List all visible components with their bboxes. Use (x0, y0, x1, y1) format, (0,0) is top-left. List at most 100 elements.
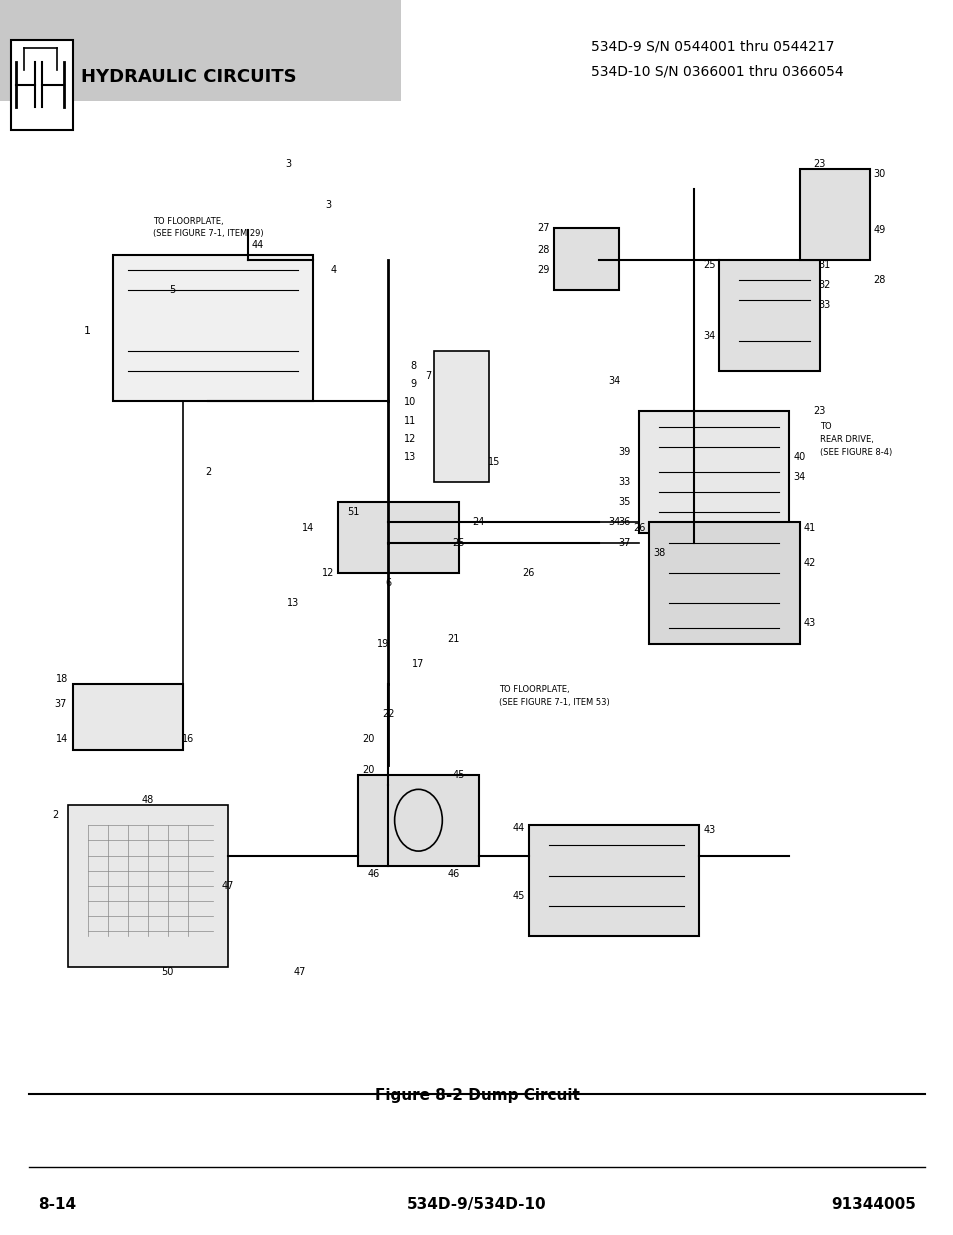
Text: 34: 34 (702, 331, 715, 341)
Bar (648, 522, 799, 643)
Text: 45: 45 (452, 769, 464, 779)
Bar (554, 227, 618, 290)
Text: 10: 10 (404, 398, 416, 408)
Text: TO: TO (819, 422, 830, 431)
Text: 30: 30 (873, 169, 885, 179)
Text: 44: 44 (512, 824, 524, 834)
Text: 33: 33 (618, 477, 630, 487)
Text: 38: 38 (652, 548, 664, 558)
Text: 40: 40 (793, 452, 804, 462)
Bar (68, 805, 228, 967)
Text: 1: 1 (84, 326, 91, 336)
Bar (639, 411, 789, 532)
Text: 11: 11 (404, 415, 416, 426)
Bar (719, 261, 819, 370)
Text: 26: 26 (522, 568, 535, 578)
Text: 25: 25 (452, 537, 464, 547)
Text: 47: 47 (221, 881, 233, 890)
Bar (0, 0, 400, 101)
Text: 39: 39 (618, 447, 630, 457)
Text: 23: 23 (813, 159, 825, 169)
Text: 13: 13 (404, 452, 416, 462)
Text: 13: 13 (287, 598, 299, 608)
Text: 7: 7 (425, 372, 431, 382)
Text: 534D-9/534D-10: 534D-9/534D-10 (407, 1197, 546, 1212)
Bar (11, 40, 73, 130)
Text: 47: 47 (294, 967, 306, 977)
Text: 91344005: 91344005 (830, 1197, 915, 1212)
Text: 8-14: 8-14 (38, 1197, 76, 1212)
Text: 29: 29 (537, 266, 550, 275)
Text: 42: 42 (802, 558, 815, 568)
Text: HYDRAULIC CIRCUITS: HYDRAULIC CIRCUITS (81, 68, 296, 85)
Text: TO FLOORPLATE,: TO FLOORPLATE, (152, 217, 223, 226)
Text: 28: 28 (873, 275, 885, 285)
Text: (SEE FIGURE 8-4): (SEE FIGURE 8-4) (819, 448, 891, 457)
Text: 46: 46 (367, 868, 379, 879)
Bar (72, 684, 183, 750)
Text: 9: 9 (410, 379, 416, 389)
Text: 14: 14 (56, 735, 69, 745)
Text: 4: 4 (330, 266, 336, 275)
Text: 17: 17 (412, 658, 424, 669)
Text: 51: 51 (347, 508, 359, 517)
Bar (528, 825, 699, 936)
Text: 48: 48 (141, 795, 153, 805)
Text: 19: 19 (376, 638, 389, 648)
Text: 534D-10 S/N 0366001 thru 0366054: 534D-10 S/N 0366001 thru 0366054 (591, 64, 843, 79)
Text: 2: 2 (52, 810, 58, 820)
Text: TO FLOORPLATE,: TO FLOORPLATE, (498, 684, 569, 694)
Text: 3: 3 (325, 200, 331, 210)
Text: 41: 41 (802, 522, 815, 532)
Text: 45: 45 (512, 890, 524, 900)
Bar (112, 254, 313, 401)
Text: 43: 43 (802, 619, 815, 629)
Text: 34: 34 (607, 377, 619, 387)
Text: 15: 15 (487, 457, 499, 467)
Text: 46: 46 (447, 868, 459, 879)
Text: 36: 36 (618, 517, 630, 527)
Text: 18: 18 (56, 674, 69, 684)
Text: 12: 12 (404, 433, 416, 443)
Text: 25: 25 (702, 261, 715, 270)
Text: 12: 12 (322, 568, 335, 578)
Text: 21: 21 (447, 634, 459, 643)
Text: 35: 35 (618, 498, 630, 508)
Text: (SEE FIGURE 7-1, ITEM 53): (SEE FIGURE 7-1, ITEM 53) (498, 698, 609, 706)
Text: 34: 34 (607, 517, 619, 527)
Text: 37: 37 (54, 699, 67, 709)
Text: 34: 34 (793, 472, 804, 482)
Bar (433, 351, 488, 482)
Text: 16: 16 (181, 735, 193, 745)
Text: 49: 49 (873, 225, 885, 235)
Text: 50: 50 (161, 967, 173, 977)
Bar (799, 169, 869, 261)
Text: 31: 31 (818, 261, 830, 270)
Text: 24: 24 (472, 517, 484, 527)
Circle shape (395, 789, 442, 851)
Text: 5: 5 (170, 285, 175, 295)
Text: 37: 37 (618, 537, 630, 547)
Text: 20: 20 (362, 764, 375, 774)
Text: 27: 27 (537, 222, 550, 232)
Text: 14: 14 (302, 522, 314, 532)
Text: 6: 6 (385, 578, 391, 588)
Text: 22: 22 (382, 709, 395, 719)
Text: 26: 26 (632, 522, 644, 532)
Text: 28: 28 (537, 245, 550, 254)
Bar (338, 503, 458, 573)
Text: Figure 8-2 Dump Circuit: Figure 8-2 Dump Circuit (375, 1088, 578, 1103)
Text: (SEE FIGURE 7-1, ITEM 29): (SEE FIGURE 7-1, ITEM 29) (152, 230, 263, 238)
Text: 44: 44 (252, 240, 264, 249)
Text: REAR DRIVE,: REAR DRIVE, (819, 435, 873, 445)
Text: 32: 32 (818, 280, 830, 290)
Text: 20: 20 (362, 735, 375, 745)
Text: 33: 33 (818, 300, 830, 310)
Text: 43: 43 (702, 825, 715, 835)
Text: 2: 2 (205, 467, 211, 477)
Text: 23: 23 (813, 406, 825, 416)
Text: 534D-9 S/N 0544001 thru 0544217: 534D-9 S/N 0544001 thru 0544217 (591, 40, 834, 54)
Bar (358, 774, 478, 866)
Text: 8: 8 (410, 361, 416, 370)
Text: 3: 3 (285, 159, 291, 169)
